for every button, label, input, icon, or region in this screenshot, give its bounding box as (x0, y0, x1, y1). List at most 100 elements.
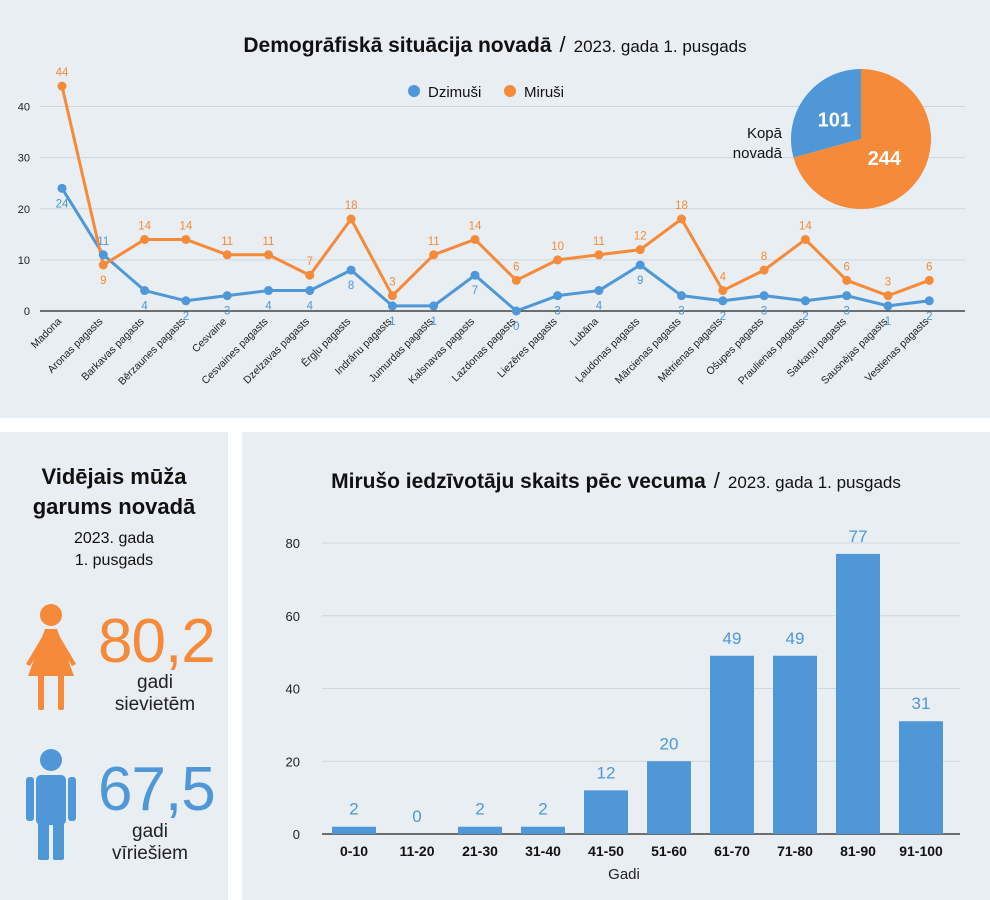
data-point (57, 81, 67, 91)
line-legend: Dzimuši Miruši (408, 84, 564, 101)
data-label: 12 (634, 231, 647, 243)
data-label: 11 (593, 236, 605, 248)
data-point (842, 291, 852, 301)
data-point (470, 270, 480, 280)
data-label: 6 (513, 261, 519, 273)
x-tick-label: 41-50 (588, 843, 624, 859)
person-icons (26, 604, 76, 860)
data-label: 14 (469, 220, 482, 232)
data-point (98, 250, 108, 260)
man-icon (26, 749, 76, 860)
data-label: 6 (926, 261, 932, 273)
bar-value-label: 2 (349, 800, 358, 819)
life-expectancy-panel: Vidējais mūža garums novadā 2023. gada 1… (0, 432, 228, 900)
bar-value-label: 2 (475, 800, 484, 819)
data-point (677, 291, 686, 301)
data-point (305, 286, 315, 296)
data-label: 18 (345, 200, 358, 212)
data-point (57, 183, 67, 193)
x-tick-label: 61-70 (714, 843, 750, 859)
data-point (264, 250, 273, 260)
data-point (98, 260, 108, 270)
y-tick-label: 80 (286, 536, 300, 551)
x-tick-label: 11-20 (399, 843, 434, 859)
data-label: 1 (885, 316, 891, 328)
data-label: 3 (224, 306, 230, 318)
data-label: 4 (720, 272, 727, 284)
x-tick-label: 31-40 (525, 843, 561, 859)
bar (584, 790, 628, 834)
data-label: 44 (56, 67, 69, 79)
data-label: 8 (761, 251, 767, 263)
data-point (677, 214, 686, 224)
male-life-value: 67,5 (98, 755, 216, 824)
data-label: 11 (221, 236, 233, 248)
life-title-line1: Vidējais mūža (41, 464, 187, 489)
pie-value-label: 244 (868, 148, 902, 170)
data-point (594, 250, 604, 260)
x-tick-label: 91-100 (899, 843, 943, 859)
data-point (924, 275, 934, 285)
data-point (346, 265, 356, 275)
data-label: 2 (720, 311, 726, 323)
pie-label-line2: novadā (733, 145, 783, 162)
demography-line-chart: Demogrāfiskā situācija novadā/2023. gada… (18, 32, 965, 388)
legend-marker-births (408, 85, 420, 97)
life-period-line1: 2023. gada (73, 530, 155, 547)
data-point (800, 234, 810, 244)
data-label: 24 (56, 198, 69, 210)
male-unit: gadi (132, 821, 168, 842)
data-label: 1 (389, 316, 395, 328)
data-label: 3 (678, 306, 684, 318)
data-label: 7 (472, 285, 478, 297)
data-label: 2 (926, 311, 932, 323)
y-tick-label: 10 (18, 255, 30, 267)
bar-value-label: 49 (723, 629, 742, 648)
x-tick-label: 51-60 (651, 843, 687, 859)
data-point (594, 286, 604, 296)
bar-value-label: 49 (786, 629, 805, 648)
deaths-by-age-bar-chart: Mirušo iedzīvotāju skaits pēc vecuma/202… (286, 468, 960, 883)
data-label: 3 (843, 306, 849, 318)
bar (836, 553, 880, 834)
data-point (883, 291, 893, 301)
pie-slice-births (791, 69, 861, 158)
legend-marker-deaths (504, 85, 516, 97)
data-point (387, 291, 397, 301)
data-point (140, 234, 150, 244)
bar-value-label: 20 (660, 734, 679, 753)
woman-icon (26, 604, 76, 710)
data-point (140, 286, 150, 296)
data-point (718, 286, 728, 296)
x-tick-label: 71-80 (777, 843, 813, 859)
female-life-value: 80,2 (98, 607, 216, 676)
data-label: 4 (265, 301, 272, 313)
series-line-births (60, 187, 930, 313)
bar-value-label: 0 (412, 807, 421, 826)
demography-title: Demogrāfiskā situācija novadā/2023. gada… (243, 32, 746, 57)
data-point (759, 265, 769, 275)
data-point (511, 306, 521, 316)
data-label: 3 (389, 277, 395, 289)
data-point (718, 296, 728, 306)
data-label: 2 (802, 311, 808, 323)
data-label: 0 (513, 321, 519, 333)
bar (521, 826, 565, 834)
data-point (222, 291, 232, 301)
data-label: 4 (141, 301, 148, 313)
data-point (470, 234, 480, 244)
female-unit: gadi (137, 672, 173, 693)
bar-value-label: 77 (849, 527, 868, 546)
data-label: 14 (138, 220, 151, 232)
bar (710, 655, 754, 834)
data-label: 8 (348, 280, 354, 292)
data-label: 2 (183, 311, 189, 323)
series-line-deaths (60, 85, 930, 298)
bar (332, 826, 376, 834)
pie-label-line1: Kopā (747, 125, 783, 142)
bar (899, 721, 943, 834)
data-point (511, 275, 521, 285)
data-point (635, 260, 645, 270)
bar-x-axis-label: Gadi (608, 866, 640, 883)
data-label: 9 (100, 275, 106, 287)
